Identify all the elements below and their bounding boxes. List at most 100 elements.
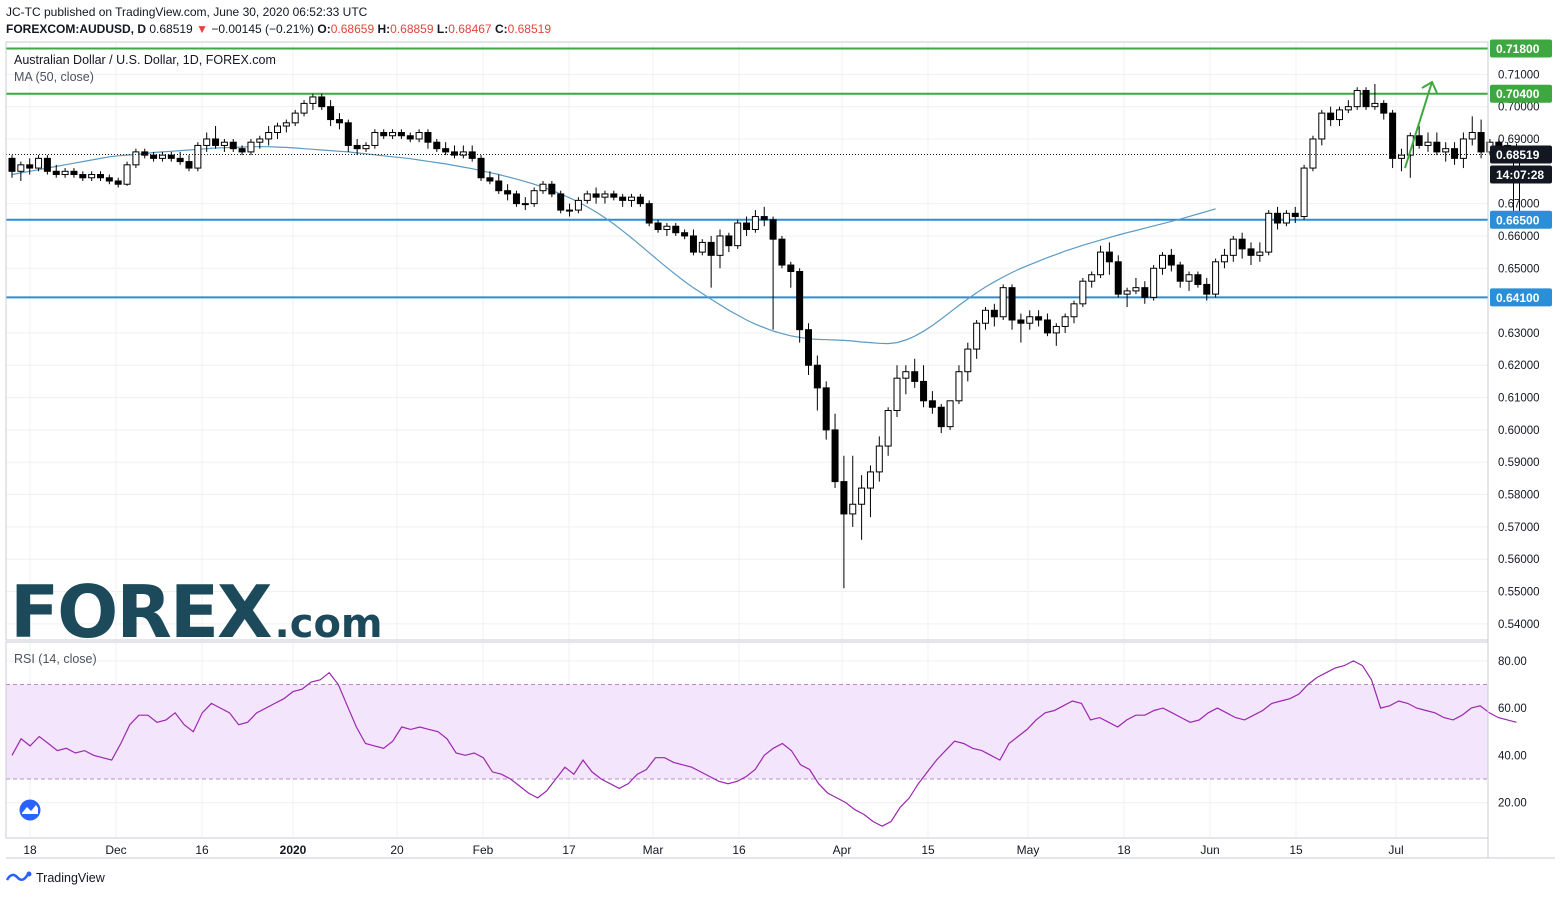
candle [796, 268, 804, 343]
candle [105, 174, 113, 185]
resistance-price-tag: 0.70400 [1490, 84, 1552, 103]
support-price-tag-text: 0.66500 [1496, 213, 1540, 227]
candle [1433, 132, 1441, 156]
price-tick-label: 0.57000 [1498, 522, 1540, 534]
candle [698, 239, 706, 256]
candle-body [946, 400, 954, 428]
candle [990, 303, 998, 327]
candle [858, 475, 866, 540]
candle [601, 190, 609, 204]
candle [911, 358, 919, 388]
candle-body [43, 157, 51, 172]
candle-body [751, 216, 759, 230]
candle-body [353, 144, 361, 150]
candle [973, 319, 981, 359]
candle [884, 407, 892, 456]
price-tick-label: 0.59000 [1498, 457, 1540, 469]
candle [459, 145, 467, 159]
last-price: 0.68519 [149, 22, 193, 36]
candle [1097, 245, 1105, 278]
candle-body [150, 154, 158, 159]
ma-legend[interactable]: MA (50, close) [14, 70, 94, 84]
candle [1194, 271, 1202, 288]
candle-body [335, 119, 343, 124]
time-tick-label: 18 [23, 843, 37, 857]
time-tick-label: 20 [390, 843, 404, 857]
candle-body [1132, 287, 1140, 292]
candle-body [1336, 109, 1343, 121]
candle [185, 155, 193, 172]
support-price-tag-bg [1490, 288, 1552, 307]
candle [256, 135, 264, 149]
candle [592, 187, 600, 204]
time-tick-label: 16 [195, 843, 209, 857]
indicator-settings-icon[interactable] [17, 799, 43, 821]
candle-body [1176, 264, 1184, 282]
price-tick-label: 0.63000 [1498, 328, 1540, 340]
candle-body [734, 222, 742, 247]
candle [1247, 242, 1255, 266]
candle-body [849, 503, 857, 515]
low-label: L: [436, 22, 449, 36]
candle [734, 219, 742, 249]
candle-body [1194, 274, 1202, 285]
candle-body [229, 141, 237, 150]
candle [619, 193, 627, 207]
candle [1282, 210, 1290, 227]
candle [849, 455, 857, 527]
candle-body [1185, 274, 1193, 282]
candle-body [1406, 135, 1414, 156]
candle [566, 203, 574, 217]
price-tick-label: 0.65000 [1498, 263, 1540, 275]
candle [406, 132, 414, 143]
candle-body [822, 387, 830, 431]
candle [982, 307, 989, 330]
price-tick-label: 0.67000 [1498, 199, 1540, 211]
candle-body [610, 193, 618, 198]
candle-body [406, 135, 414, 140]
rsi-band [6, 684, 1488, 779]
candle-body [504, 190, 512, 195]
candle-body [344, 122, 352, 146]
candle-body [875, 445, 883, 473]
candle [123, 161, 131, 186]
bar-countdown-tag-bg [1490, 165, 1552, 184]
candle [158, 151, 166, 162]
logo-suffix: .com [274, 601, 383, 647]
rsi-legend[interactable]: RSI (14, close) [14, 652, 97, 666]
candle [176, 151, 184, 165]
target-arrow-icon [1404, 80, 1438, 169]
candle [1008, 284, 1016, 330]
candle [1176, 261, 1184, 288]
candle [371, 129, 379, 149]
candle [1150, 265, 1158, 301]
candle [1424, 132, 1432, 152]
candle [521, 197, 529, 211]
candle [1026, 310, 1034, 330]
candle [203, 132, 211, 152]
open-value: 0.68659 [330, 22, 375, 36]
candle-body [371, 132, 379, 146]
candle [247, 138, 255, 156]
candle-body [468, 151, 476, 159]
candle [1371, 84, 1379, 110]
candle [628, 193, 635, 207]
close-label: C: [494, 22, 508, 36]
ohlc-readout: FOREXCOM:AUDUSD, D 0.68519 ▼ −0.00145 (−… [6, 22, 551, 36]
candle [344, 119, 352, 152]
tradingview-footer[interactable]: TradingView [6, 871, 105, 885]
candle [132, 148, 140, 169]
candle [1477, 119, 1485, 159]
time-tick-label: 16 [732, 843, 746, 857]
time-tick-label: Jul [1388, 843, 1403, 857]
candle-body [654, 222, 662, 230]
candle [167, 151, 175, 162]
candle-body [380, 132, 388, 137]
candle-body [574, 199, 582, 211]
candle-body [645, 203, 653, 224]
candle [1185, 271, 1193, 291]
candle [1344, 100, 1352, 114]
candle-body [1105, 251, 1113, 263]
candle [150, 151, 158, 162]
